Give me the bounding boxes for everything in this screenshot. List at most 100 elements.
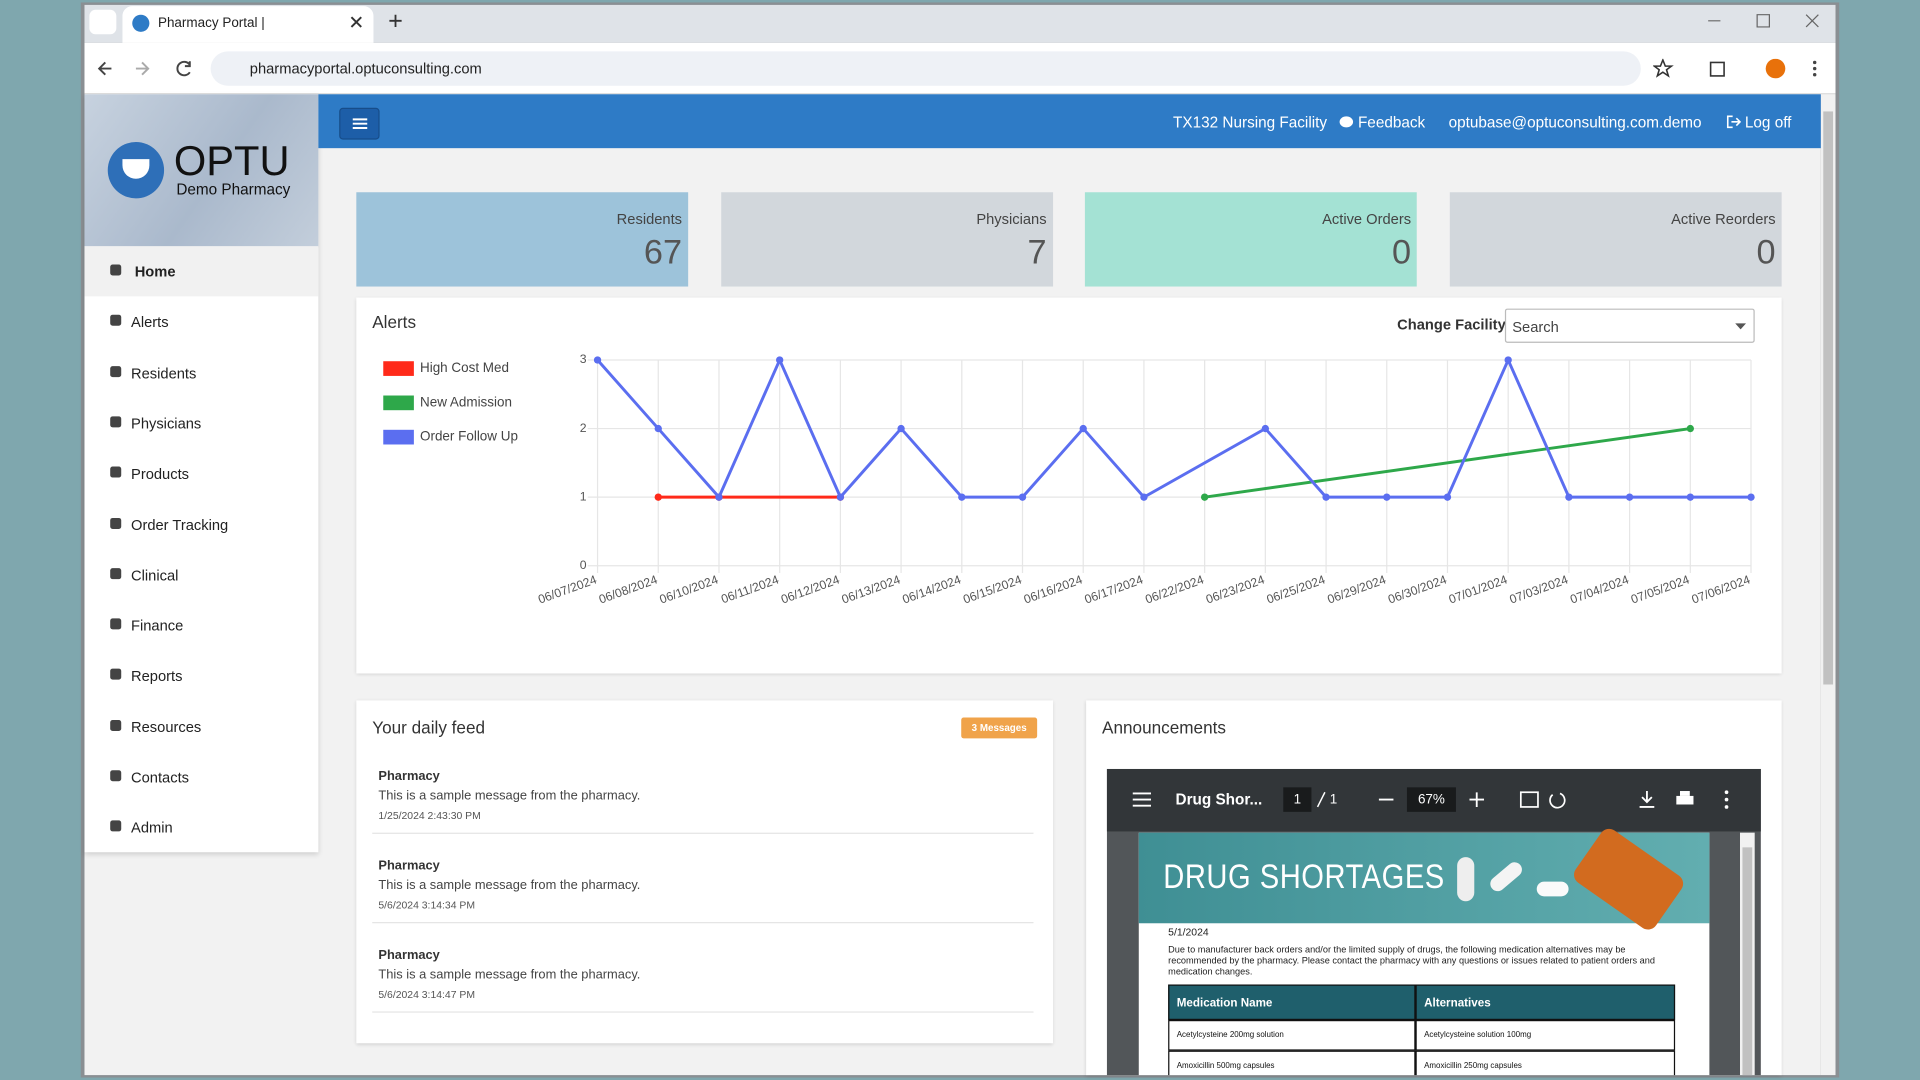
menu-icon xyxy=(110,264,122,276)
facility-select[interactable]: Search xyxy=(1504,308,1755,343)
menu-item[interactable]: Resources xyxy=(84,701,318,751)
feed-from: Pharmacy xyxy=(378,947,440,963)
menu-item[interactable]: Products xyxy=(84,448,318,498)
tab-menu-button[interactable] xyxy=(89,9,117,35)
x-tick-label: 06/12/2024 xyxy=(779,572,842,606)
x-tick-label: 06/07/2024 xyxy=(536,572,599,606)
toggle-icon xyxy=(352,118,368,129)
menu-item[interactable]: Admin xyxy=(84,802,318,852)
pdf-scroll-thumb[interactable] xyxy=(1742,847,1753,1076)
tab-close[interactable] xyxy=(350,16,362,28)
address-bar[interactable]: pharmacyportal.optuconsulting.com xyxy=(210,51,1641,86)
menu-item[interactable]: Home xyxy=(84,246,319,297)
data-point xyxy=(593,356,602,364)
menu-icon xyxy=(110,416,122,428)
pdf-page-sep xyxy=(1316,791,1326,808)
menu-label: Products xyxy=(131,465,190,483)
data-point xyxy=(897,424,905,433)
menu-label: Contacts xyxy=(131,768,190,787)
x-tick-label: 07/05/2024 xyxy=(1629,572,1692,606)
pdf-toolbar: Drug Shor... 1 1 67% xyxy=(1106,768,1761,832)
tab-strip xyxy=(84,4,1836,43)
doc-banner: DRUG SHORTAGES xyxy=(1138,825,1710,934)
x-tick-label: 06/16/2024 xyxy=(1022,572,1085,606)
stat-card: Active Orders 0 xyxy=(1085,192,1418,287)
menu-icon xyxy=(110,770,122,782)
stat-card: Physicians 7 xyxy=(720,192,1053,287)
data-point xyxy=(654,493,662,501)
nav-buttons[interactable] xyxy=(96,59,200,79)
menu-item[interactable]: Alerts xyxy=(84,297,318,347)
x-tick-label: 06/08/2024 xyxy=(597,572,660,606)
table-cell: Acetylcysteine 200mg solution xyxy=(1168,1020,1416,1051)
data-point xyxy=(1140,493,1148,501)
user-email[interactable]: optubase@optuconsulting.com.demo xyxy=(1448,113,1702,132)
brand-subtitle: Demo Pharmacy xyxy=(176,181,291,199)
active-tab[interactable]: Pharmacy Portal | xyxy=(122,6,374,43)
data-point xyxy=(1686,493,1694,501)
menu-label: Reports xyxy=(131,667,183,685)
logout-link[interactable]: Log off xyxy=(1744,113,1792,132)
legend-label: Order Follow Up xyxy=(420,429,518,444)
menu-icon xyxy=(110,517,122,529)
y-tick-label: 0 xyxy=(580,558,587,572)
menu-toggle[interactable] xyxy=(339,107,380,140)
menu-label: Order Tracking xyxy=(131,516,229,534)
feed-text: This is a sample message from the pharma… xyxy=(378,788,641,804)
pdf-zoom[interactable]: 67% xyxy=(1406,787,1456,812)
doc-date: 5/1/2024 xyxy=(1168,925,1209,938)
menu-item[interactable]: Reports xyxy=(84,651,318,701)
menu-item[interactable]: Physicians xyxy=(84,398,318,448)
menu-label: Residents xyxy=(131,364,197,382)
scroll-thumb[interactable] xyxy=(1823,111,1834,685)
feed-time: 5/6/2024 3:14:34 PM xyxy=(378,898,476,912)
stat-card: Active Reorders 0 xyxy=(1449,192,1782,287)
menu-item[interactable]: Order Tracking xyxy=(84,499,318,549)
pdf-page-input[interactable]: 1 xyxy=(1283,787,1312,812)
menu-label: Resources xyxy=(131,718,202,736)
stat-label: Residents xyxy=(616,210,683,228)
toolbar-icons[interactable] xyxy=(1653,58,1824,79)
select-placeholder: Search xyxy=(1512,318,1559,336)
pdf-menu[interactable] xyxy=(1132,792,1152,807)
pill xyxy=(1536,881,1569,897)
scrollbar[interactable] xyxy=(1820,94,1836,1076)
feedback-icon xyxy=(1339,116,1354,128)
data-point xyxy=(1443,493,1452,501)
brand-panel: OPTU Demo Pharmacy xyxy=(84,94,319,248)
pdf-actions[interactable] xyxy=(1638,790,1736,810)
feed-divider xyxy=(372,832,1034,834)
menu-item[interactable]: Clinical xyxy=(84,550,318,600)
pdf-scrollbar[interactable] xyxy=(1740,832,1755,1076)
window-controls[interactable] xyxy=(1702,12,1824,29)
tab-title: Pharmacy Portal | xyxy=(157,15,265,31)
data-point xyxy=(715,493,723,501)
menu-label: Alerts xyxy=(131,313,169,331)
data-point xyxy=(1625,493,1634,501)
feed-divider xyxy=(372,1011,1034,1013)
new-tab[interactable] xyxy=(388,13,403,28)
feedback-link[interactable]: Feedback xyxy=(1357,113,1426,132)
pdf-zoom-in[interactable] xyxy=(1469,792,1485,807)
select-caret xyxy=(1735,323,1747,330)
x-tick-label: 06/10/2024 xyxy=(658,572,721,606)
chart-title: Alerts xyxy=(372,312,416,332)
menu-icon xyxy=(110,466,122,478)
stat-value: 0 xyxy=(1756,232,1776,271)
menu-item[interactable]: Residents xyxy=(84,347,318,397)
pdf-zoom-out[interactable] xyxy=(1378,798,1394,801)
data-point xyxy=(1018,493,1027,501)
data-point xyxy=(1504,356,1512,364)
menu-item[interactable]: Finance xyxy=(84,600,318,650)
x-tick-label: 07/04/2024 xyxy=(1568,572,1631,606)
menu-icon xyxy=(110,669,122,681)
table-cell: Amoxicillin 250mg capsules xyxy=(1415,1050,1676,1076)
data-point xyxy=(1747,493,1755,501)
pdf-fit-rotate[interactable] xyxy=(1519,790,1569,810)
menu-label: Home xyxy=(134,263,176,281)
facility-name[interactable]: TX132 Nursing Facility xyxy=(1173,113,1328,132)
feed-divider xyxy=(372,922,1034,924)
data-point xyxy=(1565,493,1573,501)
data-point xyxy=(1686,424,1694,433)
menu-item[interactable]: Contacts xyxy=(84,752,318,802)
